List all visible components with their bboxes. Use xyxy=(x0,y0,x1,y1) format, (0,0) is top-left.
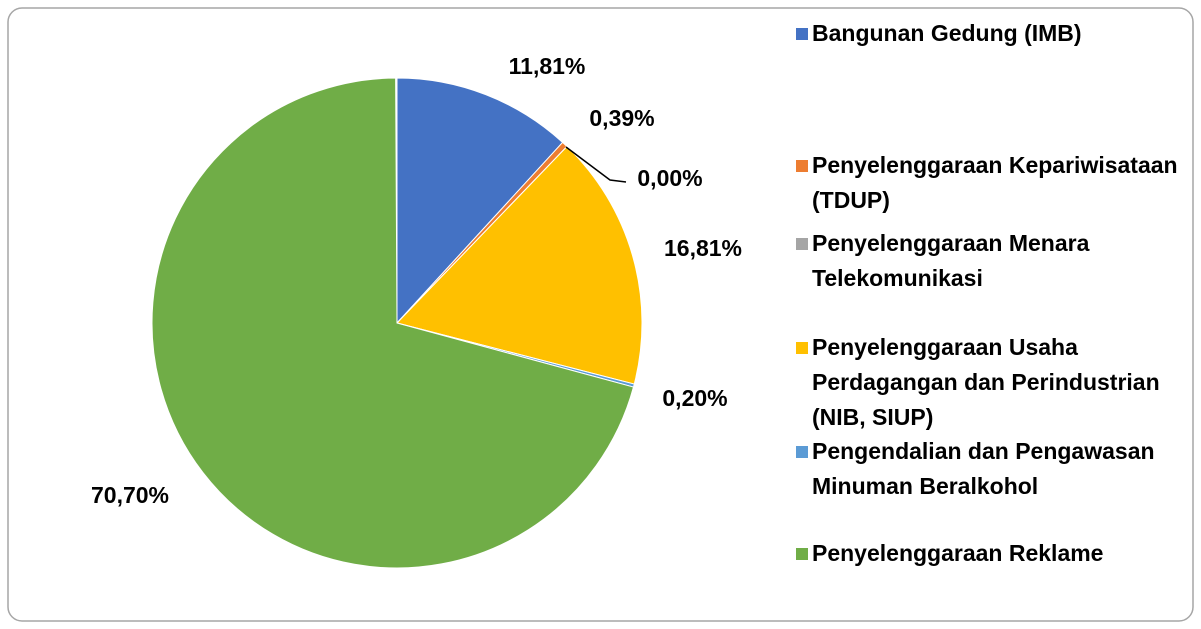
legend-label: Penyelenggaraan Reklame xyxy=(812,540,1104,566)
data-label: 16,81% xyxy=(664,235,742,261)
legend-swatch xyxy=(796,446,808,458)
legend-label: Bangunan Gedung (IMB) xyxy=(812,20,1082,46)
legend-item: Pengendalian dan Pengawasan Minuman Bera… xyxy=(796,434,1191,504)
pie-slice xyxy=(396,145,643,385)
pie-slice xyxy=(151,77,635,569)
data-label: 0,20% xyxy=(662,385,727,411)
legend-label: Penyelenggaraan Menara Telekomunikasi xyxy=(812,230,1090,291)
legend-item: Bangunan Gedung (IMB) xyxy=(796,16,1191,51)
legend-label: Penyelenggaraan Usaha Perdagangan dan Pe… xyxy=(812,334,1160,430)
legend-swatch xyxy=(796,238,808,250)
legend-label: Pengendalian dan Pengawasan Minuman Bera… xyxy=(812,438,1155,499)
legend-swatch xyxy=(796,548,808,560)
legend-swatch xyxy=(796,28,808,40)
legend-swatch xyxy=(796,342,808,354)
pie-slice xyxy=(396,77,564,325)
data-label: 0,39% xyxy=(589,105,654,131)
data-label: 70,70% xyxy=(91,482,169,508)
data-label: 0,00% xyxy=(637,165,702,191)
legend-item: Penyelenggaraan Menara Telekomunikasi xyxy=(796,226,1191,296)
data-label: 11,81% xyxy=(509,53,586,79)
legend-swatch xyxy=(796,160,808,172)
leader-line xyxy=(565,146,627,183)
legend-item: Penyelenggaraan Usaha Perdagangan dan Pe… xyxy=(796,330,1191,435)
legend-label: Penyelenggaraan Kepariwisataan (TDUP) xyxy=(812,152,1178,213)
legend-item: Penyelenggaraan Kepariwisataan (TDUP) xyxy=(796,148,1191,218)
legend-item: Penyelenggaraan Reklame xyxy=(796,536,1191,571)
